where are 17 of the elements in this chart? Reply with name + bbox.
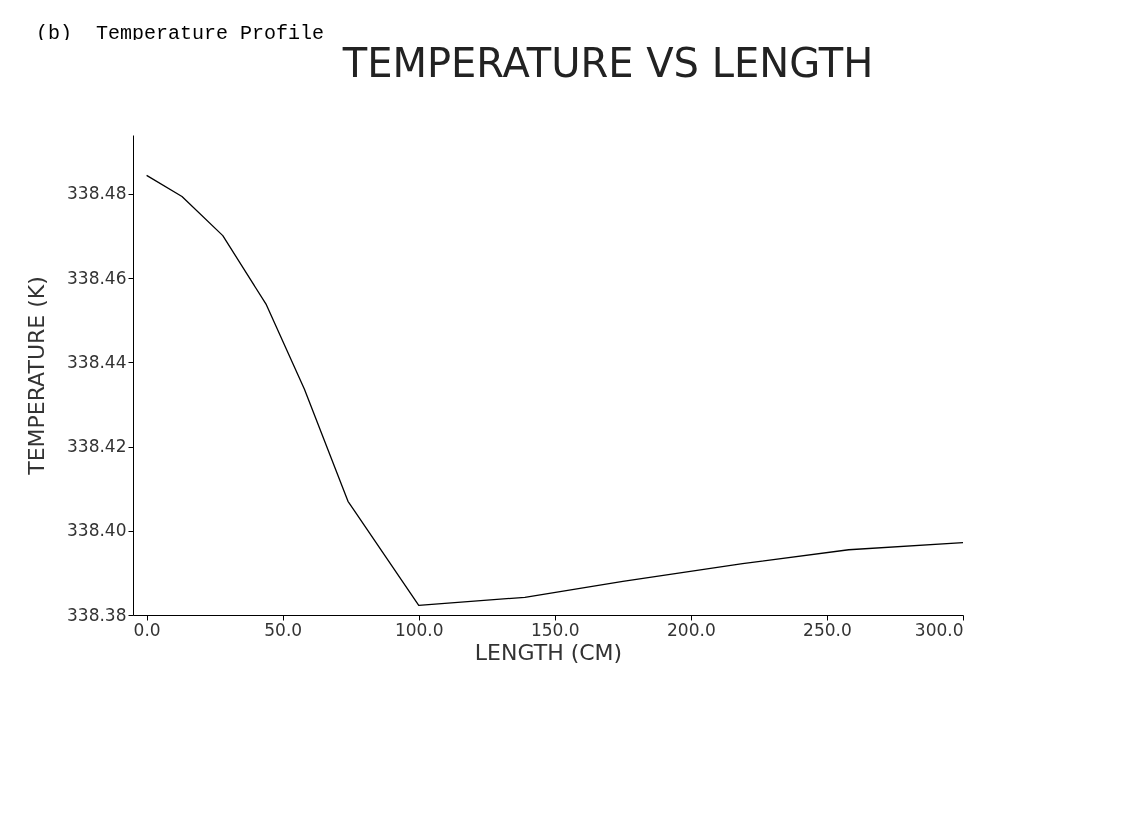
chart-subtitle: TEMPERATURE VS LENGTH bbox=[341, 40, 874, 86]
x-tick-label: 50.0 bbox=[264, 619, 303, 640]
y-axis-title: TEMPERATURE (K) bbox=[24, 276, 50, 476]
x-tick-label: 300.0 bbox=[914, 619, 964, 640]
x-tick-label: 200.0 bbox=[667, 619, 716, 640]
line-series bbox=[145, 174, 964, 606]
y-tick-label: 338.42 bbox=[67, 436, 127, 457]
y-tick-label: 338.46 bbox=[67, 267, 127, 288]
x-tick-label: 100.0 bbox=[394, 619, 444, 640]
y-tick-label: 338.38 bbox=[67, 604, 127, 625]
x-tick-label: 250.0 bbox=[803, 619, 852, 640]
x-axis-title: LENGTH (CM) bbox=[474, 639, 623, 665]
x-tick-label: 0.0 bbox=[133, 619, 161, 640]
x-tick-label: 150.0 bbox=[530, 619, 580, 640]
y-tick-label: 338.44 bbox=[67, 351, 127, 372]
y-tick-label: 338.40 bbox=[67, 520, 127, 541]
y-tick-label: 338.48 bbox=[67, 183, 127, 204]
